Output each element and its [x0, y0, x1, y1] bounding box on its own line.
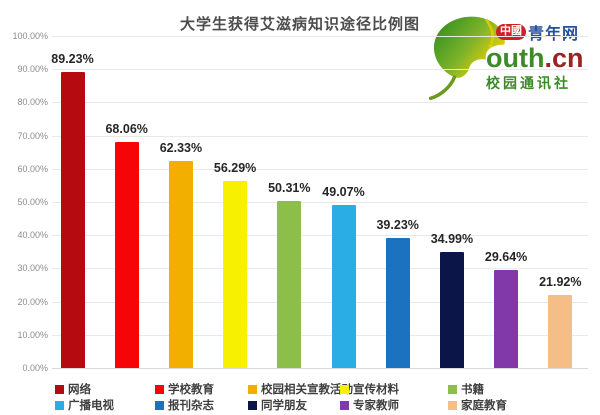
legend-item-专家教师: 专家教师	[340, 397, 448, 413]
legend-item-广播电视: 广播电视	[55, 397, 155, 413]
y-axis-tick-label: 10.00%	[17, 329, 48, 340]
legend-item-报刊杂志: 报刊杂志	[155, 397, 248, 413]
logo-top-row: 中國 青年网	[496, 20, 596, 44]
bar-同学朋友	[439, 251, 464, 368]
youth-net-label: 青年网	[528, 26, 580, 43]
y-axis-tick-label: 30.00%	[17, 263, 48, 274]
bar-广播电视	[331, 205, 356, 368]
gridline	[52, 135, 588, 137]
youth-cn-logo: 中國 青年网 outh.cn 校园通讯社	[428, 6, 596, 106]
gridline	[52, 268, 588, 270]
bar-宣传材料	[223, 181, 248, 368]
legend-label: 专家教师	[353, 400, 399, 412]
ginkgo-leaf-icon	[428, 16, 505, 101]
bar-校园相关宣教活动	[168, 161, 193, 368]
bar-value-label: 68.06%	[105, 122, 148, 137]
gridline	[52, 102, 588, 104]
legend-item-网络: 网络	[55, 381, 155, 397]
legend-swatch-icon	[155, 400, 164, 410]
legend-label: 网络	[68, 384, 91, 396]
legend-item-家庭教育: 家庭教育	[448, 397, 595, 413]
legend-item-学校教育: 学校教育	[155, 381, 248, 397]
y-axis-tick-label: 60.00%	[17, 163, 48, 174]
legend-item-同学朋友: 同学朋友	[248, 397, 340, 413]
gridline	[52, 368, 588, 369]
y-axis-tick-label: 80.00%	[17, 97, 48, 108]
bar-value-label: 21.92%	[539, 275, 582, 290]
bar-专家教师	[494, 269, 519, 368]
legend-item-书籍: 书籍	[448, 381, 595, 397]
legend-swatch-icon	[55, 384, 64, 394]
bar-学校教育	[114, 142, 139, 368]
legend-swatch-icon	[248, 384, 257, 394]
legend-label: 学校教育	[168, 384, 214, 396]
legend-label: 广播电视	[68, 400, 114, 412]
legend-label: 同学朋友	[261, 400, 307, 412]
logo-domain-cn: .cn	[544, 43, 584, 73]
legend-row: 网络 学校教育 校园相关宣教活动 宣传材料 书籍	[55, 381, 595, 397]
y-axis-tick-label: 100.00%	[12, 31, 48, 41]
gridline	[52, 36, 588, 37]
legend-swatch-icon	[248, 400, 257, 410]
legend-swatch-icon	[340, 400, 349, 410]
gridline	[52, 168, 588, 170]
gridline	[52, 301, 588, 303]
legend-item-宣传材料: 宣传材料	[340, 381, 448, 397]
bar-家庭教育	[548, 295, 573, 368]
bar-value-label: 62.33%	[159, 141, 203, 156]
bar-value-label: 39.23%	[376, 217, 419, 232]
logo-text-block: 中國 青年网 outh.cn 校园通讯社	[486, 20, 596, 93]
gridline	[52, 334, 588, 336]
gridline	[52, 235, 588, 237]
y-axis-tick-label: 0.00%	[22, 363, 48, 373]
bar-value-label: 56.29%	[213, 161, 257, 176]
legend-swatch-icon	[55, 400, 64, 410]
bar-报刊杂志	[385, 237, 410, 368]
bar-value-label: 89.23%	[51, 51, 94, 66]
bar-value-label: 49.07%	[322, 185, 365, 200]
chart-title: 大学生获得艾滋病知识途径比例图	[179, 16, 420, 33]
legend-label: 家庭教育	[461, 400, 507, 412]
bar-value-label: 50.31%	[268, 180, 311, 195]
y-axis-tick-label: 70.00%	[17, 130, 48, 141]
legend: 网络 学校教育 校园相关宣教活动 宣传材料 书籍广播电视 报刊杂志 同学朋友 专家教师 家庭教育	[55, 381, 595, 413]
legend-swatch-icon	[340, 384, 349, 394]
legend-label: 书籍	[461, 384, 484, 396]
y-axis-tick-label: 90.00%	[17, 64, 48, 75]
bar-网络	[60, 71, 85, 368]
legend-label: 宣传材料	[353, 384, 399, 396]
plot-area: 100.00% 90.00% 80.00% 70.00% 60.00% 50.00% 40.…	[12, 31, 588, 373]
y-axis-tick-label: 20.00%	[17, 296, 48, 307]
logo-domain-outh: outh	[486, 43, 545, 73]
bar-value-label: 29.64%	[484, 249, 528, 264]
gridline	[52, 202, 588, 203]
legend-label: 校园相关宣教活动	[261, 384, 353, 396]
gridline	[52, 69, 588, 71]
campus-news-agency-label: 校园通讯社	[486, 75, 571, 92]
logo-domain: outh.cn	[486, 44, 596, 72]
legend-row: 广播电视 报刊杂志 同学朋友 专家教师 家庭教育	[55, 397, 595, 413]
y-axis-tick-label: 50.00%	[17, 197, 48, 207]
y-axis-tick-label: 40.00%	[17, 230, 48, 241]
legend-swatch-icon	[155, 384, 164, 394]
bar-value-label: 34.99%	[430, 231, 474, 246]
legend-item-校园相关宣教活动: 校园相关宣教活动	[248, 381, 353, 397]
legend-swatch-icon	[448, 400, 457, 410]
legend-swatch-icon	[448, 384, 457, 394]
bar-书籍	[277, 200, 302, 368]
legend-label: 报刊杂志	[168, 400, 214, 412]
china-badge: 中國	[496, 24, 526, 40]
